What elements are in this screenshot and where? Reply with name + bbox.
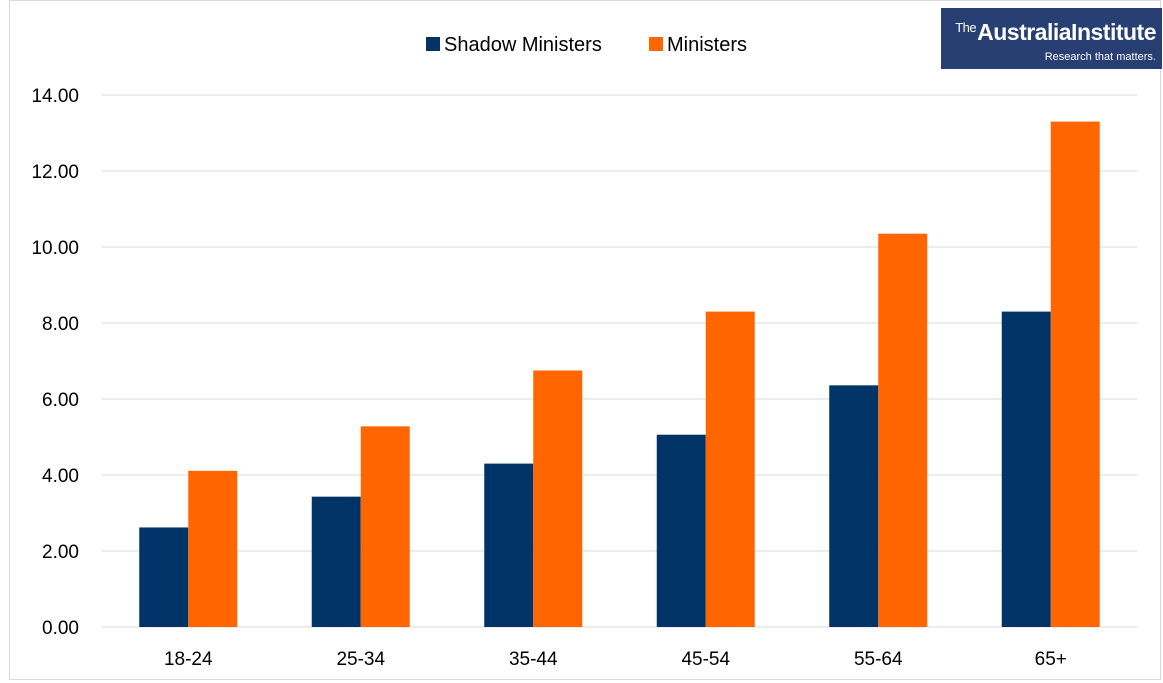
shadow-ministers-bar bbox=[484, 464, 533, 627]
shadow-ministers-bar bbox=[829, 385, 878, 627]
gridlines bbox=[102, 95, 1137, 627]
x-tick-label: 35-44 bbox=[509, 649, 558, 670]
legend-label: Shadow Ministers bbox=[444, 34, 602, 56]
shadow-ministers-bar bbox=[139, 527, 188, 627]
ministers-bar bbox=[361, 426, 410, 627]
y-tick-label: 0.00 bbox=[42, 618, 79, 639]
legend-ministers: Ministers bbox=[649, 34, 747, 56]
x-tick-label: 25-34 bbox=[336, 649, 385, 670]
ministers-bar bbox=[188, 471, 237, 627]
ministers-bar bbox=[706, 312, 755, 627]
legend: Shadow Ministers Ministers bbox=[426, 34, 747, 56]
shadow-ministers-bar bbox=[657, 435, 706, 627]
ministers-bar bbox=[533, 371, 582, 628]
shadow-ministers-bar bbox=[1002, 312, 1051, 627]
x-tick-label: 65+ bbox=[1035, 649, 1067, 670]
y-tick-label: 10.00 bbox=[31, 238, 79, 259]
shadow-ministers-bar bbox=[312, 497, 361, 627]
y-axis-tick-labels: 0.00 2.00 4.00 6.00 8.00 10.00 12.00 14.00 bbox=[31, 86, 79, 639]
legend-shadow-ministers: Shadow Ministers bbox=[426, 34, 602, 56]
logo-tagline: Research that matters. bbox=[941, 50, 1156, 64]
legend-swatch bbox=[649, 37, 663, 51]
logo-wordmark: TheAustraliaInstitute bbox=[941, 14, 1156, 46]
australia-institute-logo: TheAustraliaInstitute Research that matt… bbox=[941, 8, 1162, 69]
x-tick-label: 18-24 bbox=[164, 649, 213, 670]
x-axis-tick-labels: 18-24 25-34 35-44 45-54 55-64 65+ bbox=[164, 649, 1067, 670]
legend-swatch bbox=[426, 37, 440, 51]
ministers-bar bbox=[1051, 122, 1100, 627]
y-tick-label: 12.00 bbox=[31, 162, 79, 183]
y-tick-label: 6.00 bbox=[42, 390, 79, 411]
logo-name: AustraliaInstitute bbox=[977, 19, 1156, 45]
y-tick-label: 8.00 bbox=[42, 314, 79, 335]
x-tick-label: 45-54 bbox=[681, 649, 730, 670]
ministers-bar bbox=[878, 234, 927, 627]
legend-label: Ministers bbox=[667, 34, 747, 56]
y-tick-label: 14.00 bbox=[31, 86, 79, 107]
y-tick-label: 2.00 bbox=[42, 542, 79, 563]
logo-prefix: The bbox=[955, 20, 976, 35]
x-tick-label: 55-64 bbox=[854, 649, 903, 670]
y-tick-label: 4.00 bbox=[42, 466, 79, 487]
